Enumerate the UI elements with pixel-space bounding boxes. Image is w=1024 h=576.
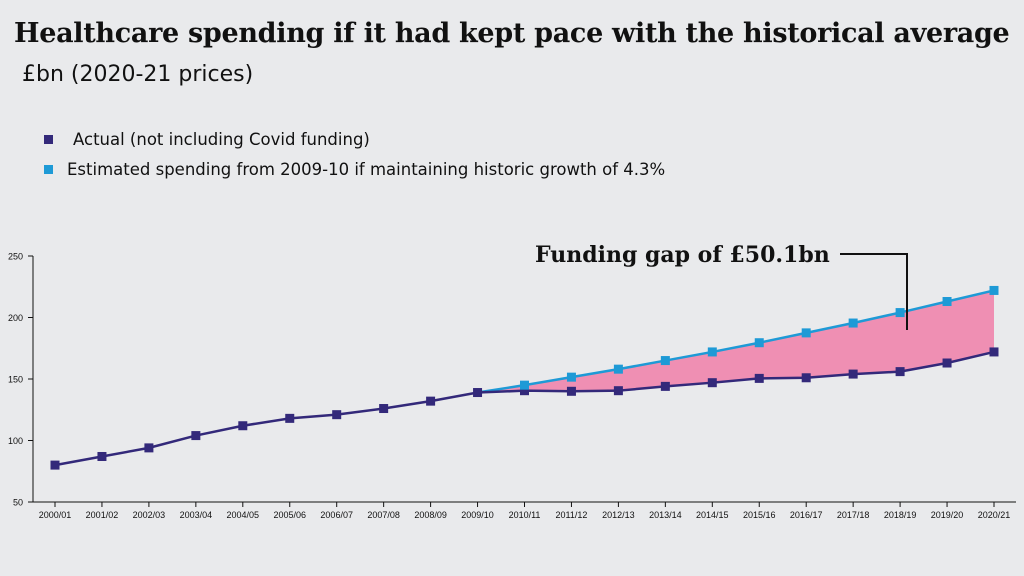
x-tick-label: 2003/04 <box>180 510 213 520</box>
data-point-actual <box>332 410 342 420</box>
x-tick-label: 2005/06 <box>273 510 306 520</box>
data-point-actual <box>942 358 952 368</box>
x-tick-label: 2018/19 <box>884 510 917 520</box>
x-tick-label: 2004/05 <box>227 510 260 520</box>
x-tick-label: 2015/16 <box>743 510 776 520</box>
data-point-actual <box>566 386 576 396</box>
data-point-actual <box>97 451 107 461</box>
y-tick-label: 50 <box>13 498 23 508</box>
data-point-estimated <box>895 308 905 318</box>
legend-swatch-estimated <box>44 164 53 174</box>
data-point-actual <box>895 367 905 377</box>
legend-label-estimated: Estimated spending from 2009-10 if maint… <box>67 159 666 179</box>
x-tick-label: 2012/13 <box>602 510 635 520</box>
data-point-actual <box>801 373 811 383</box>
data-point-actual <box>520 386 529 396</box>
legend: Actual (not including Covid funding) Est… <box>44 124 665 184</box>
legend-item-actual: Actual (not including Covid funding) <box>44 124 665 154</box>
x-tick-label: 2000/01 <box>39 510 72 520</box>
data-point-actual <box>473 388 483 398</box>
data-point-actual <box>238 421 248 431</box>
data-point-estimated <box>613 364 623 374</box>
chart-subtitle: £bn (2020-21 prices) <box>22 62 254 87</box>
data-point-estimated <box>520 380 529 390</box>
funding-gap-annotation: Funding gap of £50.1bn <box>535 242 830 268</box>
data-point-actual <box>660 381 670 391</box>
data-point-estimated <box>848 318 858 328</box>
data-point-estimated <box>942 297 952 307</box>
x-tick-label: 2010/11 <box>509 510 541 520</box>
data-point-actual <box>191 431 201 441</box>
legend-item-estimated: Estimated spending from 2009-10 if maint… <box>44 154 665 184</box>
x-tick-label: 2019/20 <box>931 510 964 520</box>
y-tick-label: 100 <box>8 436 23 446</box>
x-tick-label: 2007/08 <box>367 510 400 520</box>
x-tick-label: 2002/03 <box>133 510 166 520</box>
funding-gap-area <box>477 290 994 393</box>
x-tick-label: 2009/10 <box>461 510 494 520</box>
x-tick-label: 2001/02 <box>86 510 119 520</box>
data-point-actual <box>379 404 389 414</box>
data-point-estimated <box>707 347 717 357</box>
x-tick-label: 2014/15 <box>696 510 729 520</box>
legend-label-actual: Actual (not including Covid funding) <box>73 129 370 149</box>
annotation-leader-line <box>840 253 908 330</box>
y-tick-label: 200 <box>8 313 23 323</box>
x-tick-label: 2016/17 <box>790 510 823 520</box>
data-point-actual <box>989 347 999 357</box>
data-point-actual <box>426 396 436 406</box>
x-tick-label: 2006/07 <box>320 510 353 520</box>
legend-swatch-actual <box>44 134 53 144</box>
data-point-actual <box>144 443 154 453</box>
x-tick-label: 2013/14 <box>649 510 682 520</box>
data-point-estimated <box>566 372 576 382</box>
data-point-actual <box>707 378 717 388</box>
data-point-estimated <box>660 356 670 366</box>
x-tick-label: 2020/21 <box>978 510 1011 520</box>
x-tick-label: 2011/12 <box>556 510 588 520</box>
data-point-actual <box>613 386 623 396</box>
data-point-estimated <box>989 285 999 295</box>
data-point-actual <box>848 369 858 379</box>
y-tick-label: 150 <box>8 375 23 385</box>
data-point-estimated <box>754 338 764 348</box>
data-point-actual <box>285 413 295 423</box>
chart-title: Healthcare spending if it had kept pace … <box>14 18 1010 49</box>
data-point-estimated <box>801 328 811 338</box>
y-tick-label: 250 <box>8 252 23 262</box>
x-tick-label: 2008/09 <box>414 510 447 520</box>
data-point-actual <box>50 460 60 470</box>
data-point-actual <box>754 373 764 383</box>
x-tick-label: 2017/18 <box>837 510 870 520</box>
